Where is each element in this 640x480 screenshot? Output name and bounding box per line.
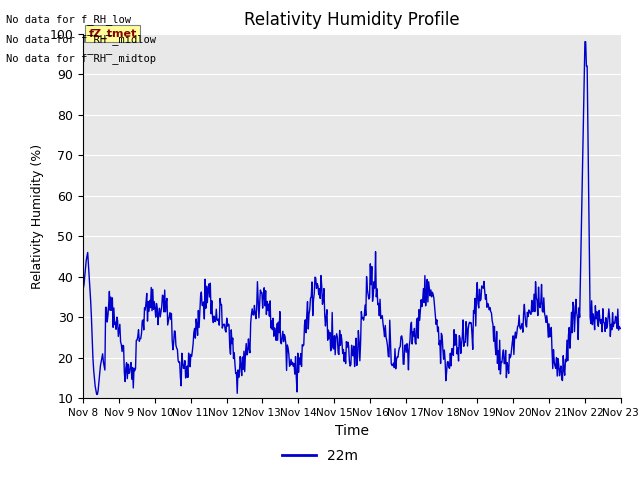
Text: No data for f_RH_low: No data for f_RH_low bbox=[6, 14, 131, 25]
Text: fZ_tmet: fZ_tmet bbox=[88, 28, 137, 39]
Text: No data for f̅RH̅_midtop: No data for f̅RH̅_midtop bbox=[6, 53, 156, 64]
X-axis label: Time: Time bbox=[335, 424, 369, 438]
Title: Relativity Humidity Profile: Relativity Humidity Profile bbox=[244, 11, 460, 29]
Text: No data for f̅RH̅_midlow: No data for f̅RH̅_midlow bbox=[6, 34, 156, 45]
Y-axis label: Relativity Humidity (%): Relativity Humidity (%) bbox=[31, 144, 44, 288]
Legend: 22m: 22m bbox=[276, 443, 364, 468]
